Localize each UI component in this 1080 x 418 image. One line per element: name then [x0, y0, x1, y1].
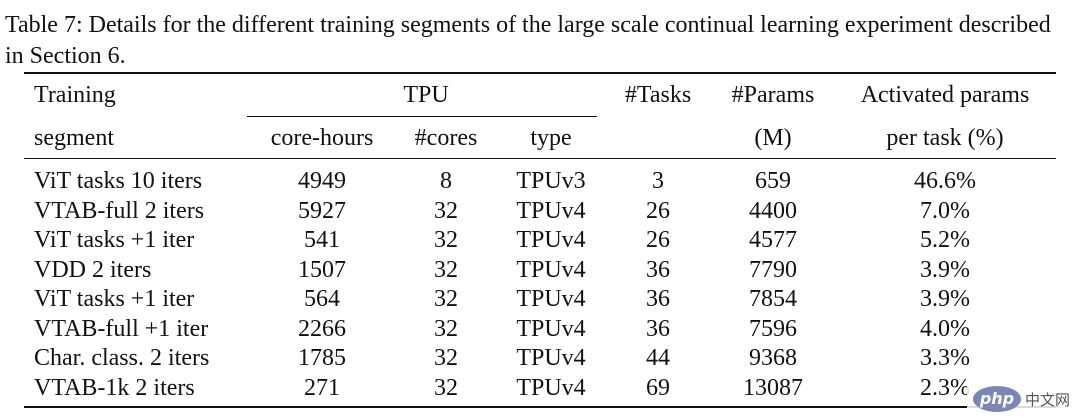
cell-params: 13087: [743, 374, 803, 401]
bottom-rule: [24, 406, 1056, 408]
cell-params: 4577: [749, 227, 797, 253]
header-params: #Params: [731, 82, 815, 108]
cell-cores: 32: [434, 197, 458, 224]
cell-core-hours: 541: [304, 227, 340, 253]
top-rule: [24, 72, 1056, 74]
cell-activated: 5.2%: [920, 227, 970, 253]
header-type: type: [530, 125, 572, 151]
cell-activated: 7.0%: [920, 197, 970, 224]
header-tasks: #Tasks: [624, 82, 692, 108]
cell-cores: 32: [434, 315, 458, 342]
cell-segment: ViT tasks +1 iter: [34, 286, 195, 312]
cell-segment: VTAB-full 2 iters: [34, 197, 205, 224]
cell-params: 659: [755, 168, 791, 194]
cell-tasks: 44: [646, 345, 670, 371]
cell-core-hours: 271: [304, 374, 340, 401]
cell-type: TPUv4: [516, 256, 586, 283]
header-params-unit: (M): [754, 125, 792, 151]
cell-activated: 4.0%: [920, 315, 970, 342]
cell-tasks: 36: [646, 256, 670, 283]
header-tpu: TPU: [403, 82, 449, 108]
cell-tasks: 36: [646, 315, 670, 342]
cell-core-hours: 1507: [298, 256, 346, 283]
cell-params: 7790: [749, 256, 797, 283]
cell-type: TPUv4: [516, 286, 586, 312]
cell-params: 7596: [749, 315, 797, 342]
cell-tasks: 36: [646, 286, 670, 312]
cell-type: TPUv4: [516, 197, 586, 224]
cell-tasks: 69: [646, 374, 670, 401]
cell-tasks: 3: [652, 168, 664, 194]
header-core-hours: core-hours: [270, 125, 374, 151]
cell-segment: VTAB-full +1 iter: [34, 315, 209, 342]
header-activated: Activated params: [860, 82, 1030, 108]
watermark-text: 中文网: [1024, 390, 1070, 409]
cell-core-hours: 5927: [298, 197, 346, 224]
cell-tasks: 26: [646, 227, 670, 253]
cell-cores: 32: [434, 286, 458, 312]
site-watermark: php 中文网: [966, 384, 1076, 414]
cell-cores: 32: [434, 256, 458, 283]
cell-segment: Char. class. 2 iters: [34, 345, 210, 371]
cell-activated: 3.9%: [920, 256, 970, 283]
cell-core-hours: 1785: [298, 345, 346, 371]
cell-cores: 32: [434, 227, 458, 253]
cell-segment: VDD 2 iters: [34, 256, 152, 283]
php-logo-icon: php: [972, 386, 1021, 412]
tpu-group-rule: [247, 116, 597, 117]
header-training: Training: [34, 82, 116, 108]
cell-type: TPUv4: [516, 315, 586, 342]
cell-tasks: 26: [646, 197, 670, 224]
cell-type: TPUv3: [516, 168, 586, 194]
cell-segment: ViT tasks 10 iters: [34, 168, 203, 194]
cell-activated: 46.6%: [914, 168, 976, 194]
cell-cores: 32: [434, 374, 458, 401]
cell-core-hours: 564: [304, 286, 340, 312]
header-bottom-rule: [24, 158, 1056, 159]
header-cores: #cores: [414, 125, 478, 151]
cell-cores: 8: [440, 168, 452, 194]
cell-segment: ViT tasks +1 iter: [34, 227, 195, 253]
table-caption: Table 7: Details for the different train…: [5, 12, 1051, 69]
cell-activated: 3.3%: [920, 345, 970, 371]
cell-segment: VTAB-1k 2 iters: [34, 374, 195, 401]
cell-params: 9368: [749, 345, 797, 371]
cell-activated: 3.9%: [920, 286, 970, 312]
cell-params: 4400: [749, 197, 797, 224]
header-segment: segment: [34, 125, 114, 151]
cell-params: 7854: [749, 286, 797, 312]
cell-core-hours: 2266: [298, 315, 346, 342]
cell-type: TPUv4: [516, 374, 586, 401]
cell-cores: 32: [434, 345, 458, 371]
cell-type: TPUv4: [516, 227, 586, 253]
header-activated-unit: per task (%): [886, 125, 1004, 151]
cell-activated: 2.3%: [920, 374, 970, 401]
cell-type: TPUv4: [516, 345, 586, 371]
cell-core-hours: 4949: [298, 168, 346, 194]
